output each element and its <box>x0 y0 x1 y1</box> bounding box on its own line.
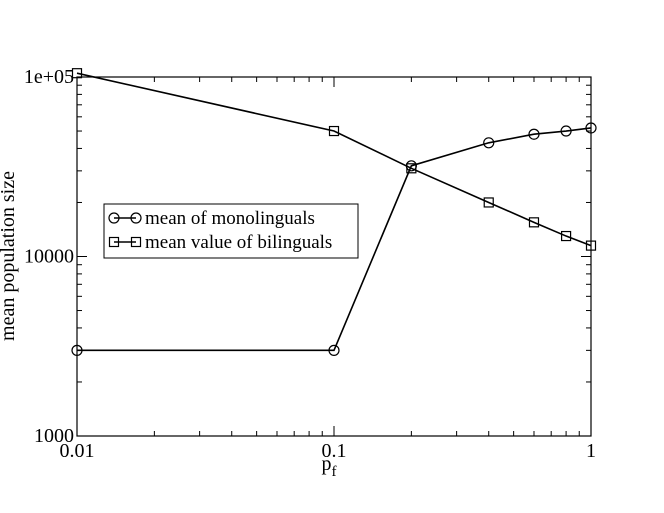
data-point <box>585 240 597 251</box>
legend: mean of monolinguals mean value of biling… <box>103 203 359 259</box>
x-tick-label: 1 <box>586 440 596 462</box>
legend-item: mean value of bilinguals <box>108 232 332 253</box>
data-point <box>483 197 494 208</box>
legend-item: mean of monolinguals <box>108 208 315 229</box>
data-point <box>328 125 340 137</box>
series-2 <box>71 68 597 251</box>
x-tick-label: 0.01 <box>60 440 95 462</box>
x-tick-label: 0.1 <box>322 440 347 462</box>
y-axis-title: mean population size <box>0 171 19 341</box>
x-axis-title-subscript: f <box>332 464 337 480</box>
series-line <box>77 127 592 352</box>
data-point <box>528 128 540 140</box>
data-point <box>560 125 572 137</box>
data-point <box>328 344 340 356</box>
y-tick-label: 1e+05 <box>24 66 74 88</box>
axis-ticks <box>76 77 591 437</box>
legend-marker <box>130 212 142 224</box>
legend-box <box>103 203 359 259</box>
data-point <box>406 163 417 174</box>
series-line <box>76 72 592 247</box>
series-1 <box>71 122 597 356</box>
data-point <box>71 344 83 356</box>
legend-marker <box>130 236 142 248</box>
x-axis-title: pf <box>322 453 337 480</box>
legend-marker <box>108 236 120 248</box>
legend-marker <box>108 212 120 224</box>
series-layer <box>71 68 597 356</box>
legend-label: mean value of bilinguals <box>145 232 332 253</box>
y-tick-label: 1000 <box>34 425 74 447</box>
axis-tick-labels: 0.01 0.1 1 1000 10000 1e+05 <box>24 66 596 462</box>
legend-label: mean of monolinguals <box>145 208 315 229</box>
data-point <box>483 137 495 149</box>
data-point <box>528 217 540 228</box>
data-point <box>560 230 572 242</box>
y-tick-label: 10000 <box>24 246 74 268</box>
data-point <box>585 122 597 134</box>
data-point <box>71 68 83 79</box>
